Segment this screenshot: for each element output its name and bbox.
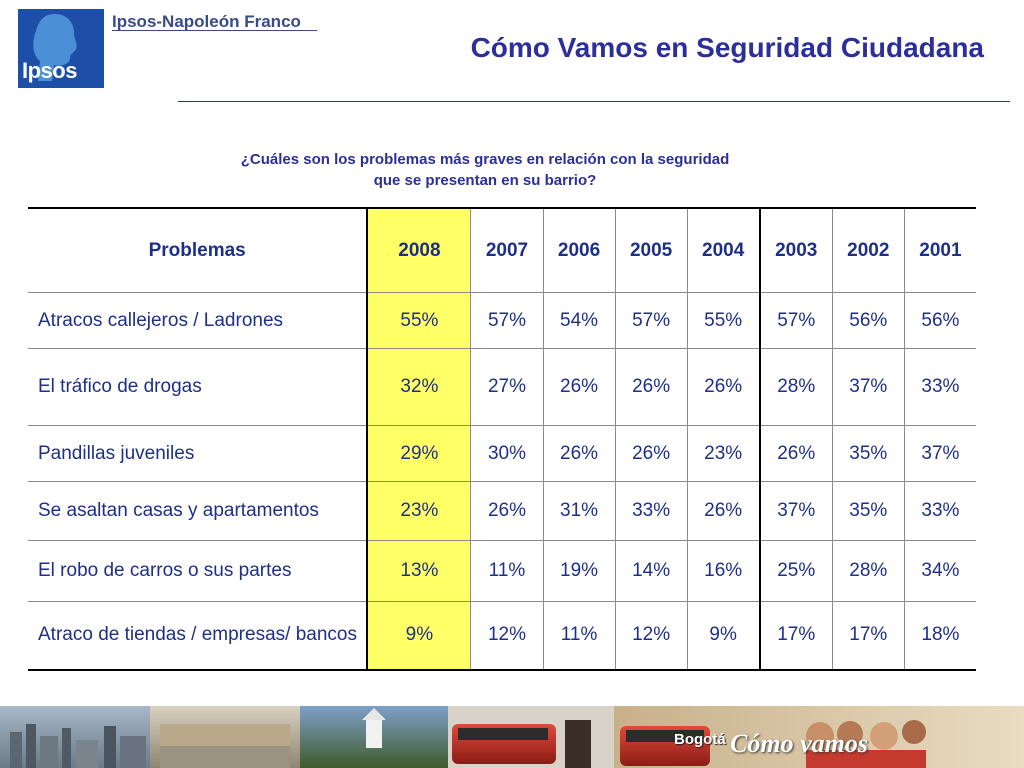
header-year-2007: 2007 (470, 207, 543, 293)
value-cell-2008: 9% (366, 601, 472, 671)
page-title: Cómo Vamos en Seguridad Ciudadana (470, 32, 984, 63)
value-cell-2002: 28% (831, 540, 905, 602)
question-line-1: ¿Cuáles son los problemas más graves en … (240, 151, 730, 168)
value-cell-2008: 55% (366, 292, 472, 349)
header-year-2006: 2006 (542, 207, 616, 293)
footer-city-label: Bogotá (674, 731, 726, 748)
value-cell-2002: 37% (831, 348, 905, 426)
value-cell-2006: 26% (542, 425, 616, 482)
row-label: Pandillas juveniles (28, 425, 368, 482)
value-cell-2006: 54% (542, 292, 616, 349)
head-profile-icon (33, 13, 77, 82)
title-divider (178, 101, 1010, 102)
value-cell-2005: 26% (614, 425, 688, 482)
value-cell-2005: 26% (614, 348, 688, 426)
value-cell-2002: 35% (831, 481, 905, 541)
value-cell-2003: 25% (758, 540, 833, 602)
value-cell-2006: 26% (542, 348, 616, 426)
header-year-2001: 2001 (903, 207, 976, 293)
table-row: El tráfico de drogas 32% 27% 26% 26% 26% 28% 37… (28, 348, 976, 426)
value-cell-2007: 57% (470, 292, 543, 349)
value-cell-2001: 56% (903, 292, 976, 349)
value-cell-2005: 12% (614, 601, 688, 671)
value-cell-2008: 29% (366, 425, 472, 482)
value-cell-2004: 9% (686, 601, 760, 671)
value-cell-2007: 26% (470, 481, 543, 541)
value-cell-2007: 30% (470, 425, 543, 482)
value-cell-2005: 33% (614, 481, 688, 541)
value-cell-2002: 17% (831, 601, 905, 671)
survey-question: ¿Cuáles son los problemas más graves en … (185, 149, 785, 191)
table-row: Atraco de tiendas / empresas/ bancos 9% 12… (28, 601, 976, 671)
table-row: Se asaltan casas y apartamentos 23% 26% 31%… (28, 481, 976, 541)
row-label: Atraco de tiendas / empresas/ bancos (28, 601, 368, 671)
header-year-2002: 2002 (831, 207, 905, 293)
value-cell-2002: 35% (831, 425, 905, 482)
header-year-2008: 2008 (366, 207, 472, 293)
footer-brand-label: Cómo vamos (730, 729, 868, 758)
value-cell-2001: 18% (903, 601, 976, 671)
value-cell-2004: 26% (686, 481, 760, 541)
value-cell-2005: 57% (614, 292, 688, 349)
footer-photo-strip (0, 706, 1024, 768)
value-cell-2004: 23% (686, 425, 760, 482)
value-cell-2001: 33% (903, 348, 976, 426)
value-cell-2007: 11% (470, 540, 543, 602)
value-cell-2004: 16% (686, 540, 760, 602)
value-cell-2001: 33% (903, 481, 976, 541)
row-label: Se asaltan casas y apartamentos (28, 481, 368, 541)
brand-underline (112, 30, 317, 31)
value-cell-2003: 37% (758, 481, 833, 541)
header-year-2003: 2003 (758, 207, 833, 293)
table-row: Atracos callejeros / Ladrones 55% 57% 54% 57… (28, 292, 976, 349)
value-cell-2006: 11% (542, 601, 616, 671)
logo-wordmark: Ipsos (22, 58, 77, 83)
value-cell-2008: 23% (366, 481, 472, 541)
results-table: Problemas 2008 2007 2006 2005 2004 2003 … (28, 207, 976, 671)
row-label: El robo de carros o sus partes (28, 540, 368, 602)
header-year-2004: 2004 (686, 207, 760, 293)
question-line-2: que se presentan en su barrio? (373, 172, 597, 189)
value-cell-2005: 14% (614, 540, 688, 602)
header-year-2005: 2005 (614, 207, 688, 293)
value-cell-2003: 28% (758, 348, 833, 426)
value-cell-2008: 32% (366, 348, 472, 426)
value-cell-2004: 26% (686, 348, 760, 426)
row-label: Atracos callejeros / Ladrones (28, 292, 368, 349)
value-cell-2003: 17% (758, 601, 833, 671)
value-cell-2004: 55% (686, 292, 760, 349)
value-cell-2001: 34% (903, 540, 976, 602)
table-row: El robo de carros o sus partes 13% 11% 19% 1… (28, 540, 976, 602)
table-row: Pandillas juveniles 29% 30% 26% 26% 23% 26% 35%… (28, 425, 976, 482)
value-cell-2007: 27% (470, 348, 543, 426)
row-label: El tráfico de drogas (28, 348, 368, 426)
table-header-row: Problemas 2008 2007 2006 2005 2004 2003 … (28, 207, 976, 293)
city-collage-image (0, 706, 1024, 768)
value-cell-2001: 37% (903, 425, 976, 482)
brand-name: Ipsos-Napoleón Franco (112, 12, 301, 31)
value-cell-2008: 13% (366, 540, 472, 602)
value-cell-2006: 19% (542, 540, 616, 602)
value-cell-2006: 31% (542, 481, 616, 541)
value-cell-2007: 12% (470, 601, 543, 671)
header-problemas: Problemas (28, 207, 368, 293)
value-cell-2003: 26% (758, 425, 833, 482)
ipsos-logo: Ipsos (18, 9, 104, 88)
value-cell-2002: 56% (831, 292, 905, 349)
value-cell-2003: 57% (758, 292, 833, 349)
